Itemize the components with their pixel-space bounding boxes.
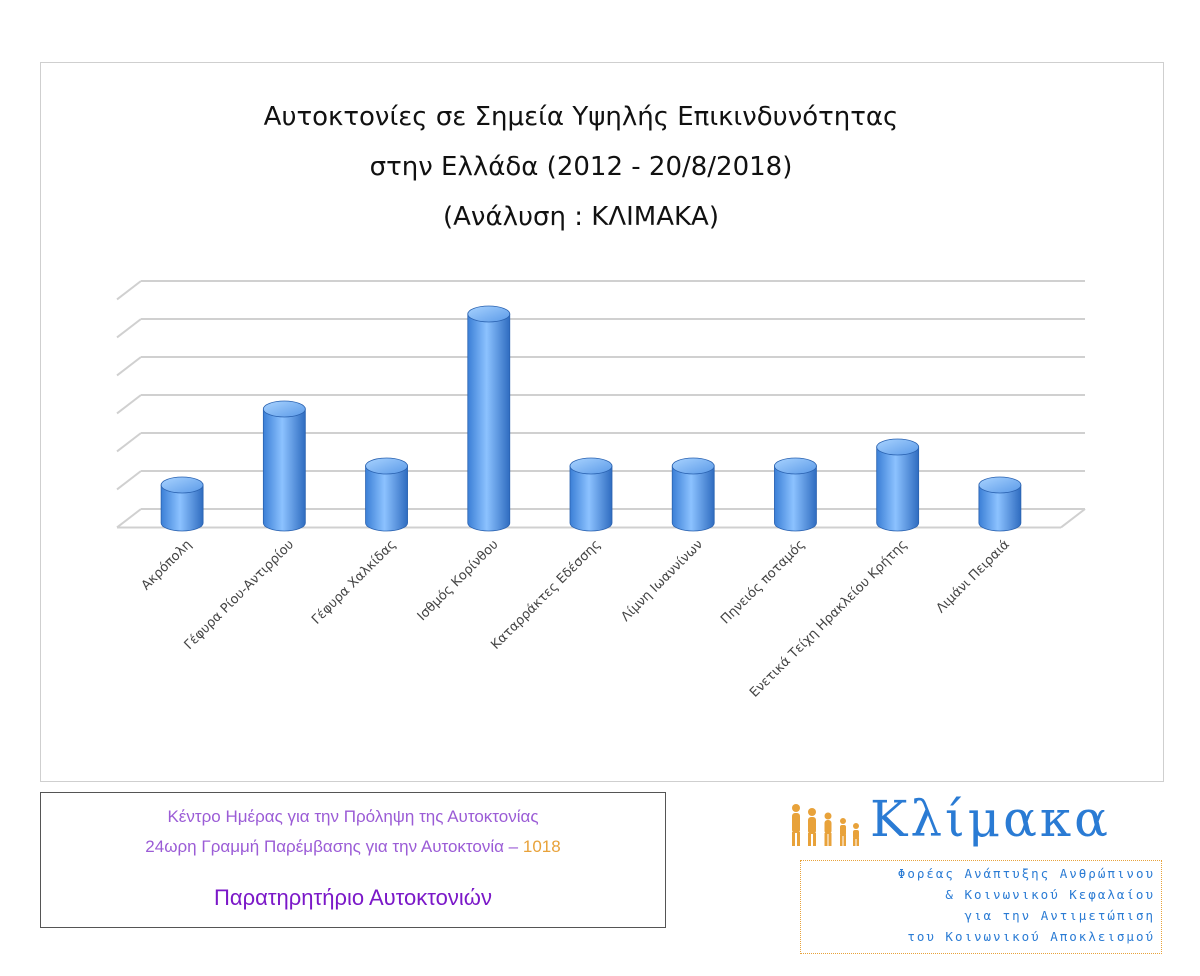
bar [365, 457, 408, 532]
chart-frame: Αυτοκτονίες σε Σημεία Υψηλής Επικινδυνότ… [40, 62, 1164, 782]
category-label: Γέφυρα Ρίου-Αντιρρίου [182, 537, 298, 653]
logo-desc-line-2: & Κοινωνικού Κεφαλαίου [945, 887, 1155, 902]
logo-name: Κλίμακα [870, 790, 1111, 848]
bar-chart: Αυτοκτονίες σε Σημεία Υψηλής Επικινδυνότ… [116, 102, 1086, 701]
chart-title-line-1: Αυτοκτονίες σε Σημεία Υψηλής Επικινδυνότ… [264, 102, 899, 132]
people-figures-icon [792, 804, 859, 846]
logo-desc-line-3: για την Αντιμετώπιση [964, 908, 1155, 923]
category-label: Ακρόπολη [139, 537, 195, 593]
gridline [116, 432, 1085, 453]
category-label: Λιμάνι Πειραιά [934, 537, 1013, 616]
bar [876, 438, 920, 532]
hotline-number: 1018 [522, 837, 561, 856]
category-label: Γέφυρα Χαλκίδας [309, 537, 399, 627]
klimaka-logo: Κλίμακα Φορέας Ανάπτυξης Ανθρώπινου & Κο… [780, 790, 1170, 970]
bar [569, 457, 613, 532]
gridline [116, 318, 1085, 339]
gridline [116, 280, 1085, 301]
info-line-center: Κέντρο Ημέρας για την Πρόληψη της Αυτοκτ… [167, 807, 539, 826]
logo-description: Φορέας Ανάπτυξης Ανθρώπινου & Κοινωνικού… [800, 860, 1162, 954]
observatory-title: Παρατηρητήριο Αυτοκτονιών [214, 885, 492, 910]
bar [160, 476, 204, 532]
info-box: Κέντρο Ημέρας για την Πρόληψη της Αυτοκτ… [40, 792, 666, 928]
category-label: Ισθμός Κορίνθου [415, 537, 502, 624]
logo-desc-line-4: του Κοινωνικού Αποκλεισμού [907, 929, 1155, 944]
category-label: Λίμνη Ιωαννίνων [618, 537, 706, 625]
logo-desc-line-1: Φορέας Ανάπτυξης Ανθρώπινου [897, 866, 1155, 881]
chart-title-line-3: (Ανάλυση : ΚΛΙΜΑΚΑ) [443, 202, 719, 232]
bar [467, 305, 511, 532]
gridline [116, 356, 1085, 377]
bar [978, 476, 1022, 532]
category-label: Καταρράκτες Εδέσσης [488, 537, 604, 653]
category-label: Ενετικά Τείχη Ηρακλείου Κρήτης [747, 537, 910, 700]
chart-title-line-2: στην Ελλάδα (2012 - 20/8/2018) [370, 152, 793, 182]
bar-layer [160, 305, 1022, 532]
info-line-hotline: 24ωρη Γραμμή Παρέμβασης για την Αυτοκτον… [41, 837, 665, 857]
gridline [116, 394, 1085, 415]
hotline-text: 24ωρη Γραμμή Παρέμβασης για την Αυτοκτον… [145, 837, 519, 856]
category-label: Πηνειός ποταμός [718, 537, 808, 627]
bar [774, 457, 817, 532]
bar [671, 457, 715, 532]
bar [262, 400, 306, 532]
